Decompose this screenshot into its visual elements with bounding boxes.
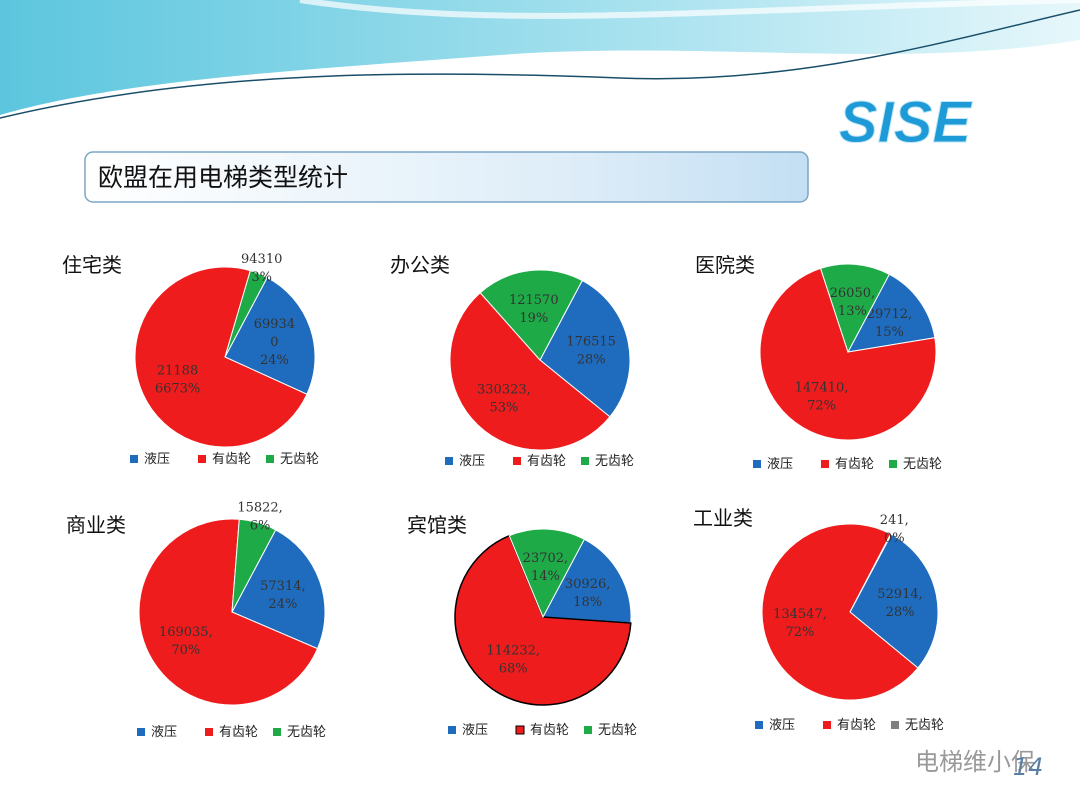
legend-swatch [266, 455, 274, 463]
pie-slice [759, 267, 937, 441]
pie-slice [479, 269, 583, 361]
data-label: 57314, 24% [260, 579, 306, 612]
header-line [0, 9, 1080, 119]
legend-label: 有齿轮 [219, 725, 258, 740]
data-label: 114232, 68% [486, 643, 540, 676]
legend-label: 液压 [151, 725, 177, 740]
legend-swatch [273, 728, 281, 736]
slide-title: 欧盟在用电梯类型统计 [98, 163, 348, 192]
pie-slice [134, 266, 308, 448]
legend-swatch [445, 457, 453, 465]
legend-label: 有齿轮 [527, 454, 566, 469]
chart-title: 办公类 [390, 253, 450, 277]
pie-slice [449, 292, 611, 451]
pie-slice [454, 534, 632, 706]
legend-label: 无齿轮 [903, 457, 942, 472]
chart-title: 宾馆类 [407, 513, 467, 537]
legend-label: 液压 [144, 452, 170, 467]
data-label: 23702, 14% [523, 551, 569, 584]
legend-swatch [755, 721, 763, 729]
data-label: 94310 3% [241, 252, 282, 285]
data-label: 134547, 72% [773, 607, 827, 640]
legend-label: 液压 [769, 718, 795, 733]
pie-slice [849, 533, 939, 669]
legend-label: 无齿轮 [905, 718, 944, 733]
chart-title: 医院类 [695, 253, 755, 277]
pie-slice [542, 538, 632, 624]
legend-label: 有齿轮 [835, 457, 874, 472]
pie-slice [539, 279, 631, 418]
pie-slice [224, 276, 316, 395]
data-label: 147410, 72% [795, 381, 849, 414]
data-label: 241, 0% [880, 513, 909, 546]
legend-label: 有齿轮 [530, 723, 569, 738]
chart-title: 住宅类 [62, 253, 122, 277]
data-label: 29712, 15% [867, 307, 913, 340]
legend-swatch [821, 460, 829, 468]
logo: SISE [839, 90, 973, 155]
title-box [84, 151, 809, 203]
legend-swatch [137, 728, 145, 736]
legend-swatch [891, 721, 899, 729]
legend-label: 无齿轮 [595, 454, 634, 469]
legend-label: 液压 [767, 457, 793, 472]
header-wave [0, 0, 1080, 115]
chart-title: 工业类 [693, 506, 753, 530]
legend-swatch [889, 460, 897, 468]
legend-label: 有齿轮 [212, 452, 251, 467]
page-number: 14 [1013, 753, 1044, 781]
pie-slice [138, 518, 319, 706]
pie-slice [508, 528, 585, 619]
legend-swatch [513, 457, 521, 465]
legend-swatch [198, 455, 206, 463]
chart-title: 商业类 [66, 513, 126, 537]
legend-swatch [753, 460, 761, 468]
legend-label: 无齿轮 [287, 725, 326, 740]
legend-swatch [130, 455, 138, 463]
data-label: 52914, 28% [877, 587, 923, 620]
legend-swatch [823, 721, 831, 729]
data-label: 21188 6673% [155, 364, 200, 397]
data-label: 121570 19% [509, 293, 559, 326]
pie-slice [847, 273, 936, 353]
legend-swatch [515, 725, 525, 735]
data-label: 30926, 18% [565, 577, 611, 610]
pie-slice [224, 270, 268, 358]
pie-slice [231, 529, 326, 650]
pie-slice [761, 523, 919, 701]
legend-swatch [581, 457, 589, 465]
legend-label: 液压 [459, 454, 485, 469]
data-label: 26050, 13% [830, 286, 876, 319]
data-label: 176515 28% [566, 335, 616, 368]
data-label: 69934 0 24% [254, 317, 295, 368]
data-label: 330323, 53% [477, 383, 531, 416]
watermark: 电梯维小保 [915, 748, 1035, 776]
legend-label: 无齿轮 [280, 452, 319, 467]
legend-label: 液压 [462, 723, 488, 738]
legend-label: 有齿轮 [837, 718, 876, 733]
legend-swatch [448, 726, 456, 734]
legend-swatch [205, 728, 213, 736]
pie-slice [849, 533, 892, 613]
pie-slice [231, 518, 277, 613]
legend-label: 无齿轮 [598, 723, 637, 738]
data-label: 15822, 6% [237, 501, 283, 534]
header-highlight [299, 0, 1080, 19]
pie-slice [819, 263, 890, 354]
legend-swatch [584, 726, 592, 734]
data-label: 169035, 70% [159, 625, 213, 658]
